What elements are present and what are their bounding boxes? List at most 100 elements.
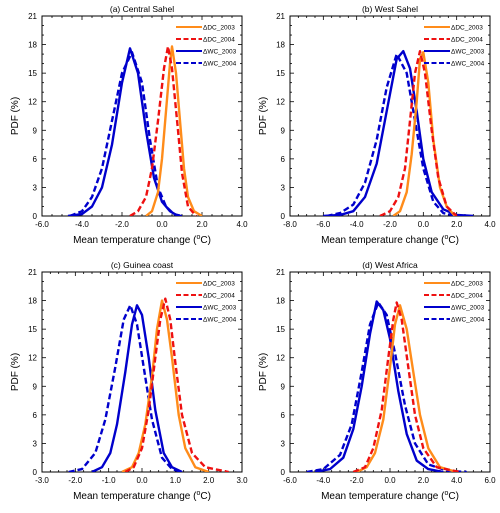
- x-tick-label: -4.0: [316, 476, 330, 485]
- series-line-wc2003: [323, 50, 474, 216]
- x-tick-label: 2.0: [196, 220, 208, 229]
- x-tick-label: 0.0: [156, 220, 168, 229]
- plot-frame: [289, 15, 491, 217]
- panel-title: (a) Central Sahel: [110, 4, 174, 14]
- x-tick-label: 4.0: [236, 220, 248, 229]
- y-axis-label: PDF (%): [10, 97, 21, 135]
- panel-title: (b) West Sahel: [362, 4, 418, 14]
- y-tick-label: 12: [28, 98, 37, 107]
- x-axis-label-unit: C): [448, 491, 459, 502]
- series-line-dc2003: [356, 304, 458, 472]
- x-tick-label: -3.0: [35, 476, 49, 485]
- series-line-dc2004: [352, 301, 461, 472]
- y-tick-label: 18: [28, 297, 37, 306]
- x-axis-label-degree: o: [444, 234, 448, 241]
- legend-label-wc2004: ΔWC_2004: [451, 61, 485, 68]
- x-tick-label: -4.0: [75, 220, 89, 229]
- panel-title: (d) West Africa: [362, 260, 418, 270]
- series-line-dc2003: [392, 51, 456, 216]
- x-axis-label-text: Mean temperature change (: [321, 491, 445, 502]
- x-axis-label-degree: o: [444, 490, 448, 497]
- y-axis-label: PDF (%): [10, 353, 21, 391]
- y-tick-label: 12: [276, 98, 285, 107]
- chart-panel-3: (c) Guinea coast -3.0 -2.0 -1.0 0.0 1.0 2.0 3.0…: [10, 260, 248, 502]
- y-tick-label: 0: [33, 468, 38, 477]
- legend-label-dc2004: ΔDC_2004: [451, 37, 483, 44]
- series-line-dc2004: [124, 297, 229, 472]
- y-tick-label: 6: [33, 411, 38, 420]
- y-tick-label: 3: [281, 183, 286, 192]
- x-axis-label: Mean temperature change (oC): [73, 490, 211, 502]
- chart-panel-4: (d) West Africa -6.0 -4.0 -2.0 0.0 2.0 4.0 6.0 0…: [258, 260, 496, 502]
- legend: ΔDC_2003 ΔDC_2004 ΔWC_2003 ΔWC_2004: [424, 25, 485, 68]
- series-line-wc2003: [91, 304, 183, 472]
- series-group: [323, 50, 474, 216]
- x-tick-label: -8.0: [283, 220, 297, 229]
- legend-label-dc2003: ΔDC_2003: [203, 25, 235, 32]
- x-tick-label: -2.0: [115, 220, 129, 229]
- x-axis-label-text: Mean temperature change (: [73, 491, 197, 502]
- legend-label-dc2003: ΔDC_2003: [203, 281, 235, 288]
- y-tick-label: 18: [276, 297, 285, 306]
- y-tick-label: 21: [28, 268, 37, 277]
- legend-label-dc2004: ΔDC_2004: [203, 293, 235, 300]
- y-tick-label: 0: [33, 212, 38, 221]
- x-tick-label: 2.0: [451, 220, 463, 229]
- x-axis-label: Mean temperature change (oC): [321, 490, 459, 502]
- x-tick-label: 6.0: [484, 476, 496, 485]
- y-tick-label: 9: [33, 126, 38, 135]
- y-axis-label: PDF (%): [258, 97, 269, 135]
- x-axis-label-unit: C): [200, 235, 211, 246]
- x-tick-label: -2.0: [383, 220, 397, 229]
- x-axis-label-text: Mean temperature change (: [73, 235, 197, 246]
- legend-label-wc2003: ΔWC_2003: [203, 49, 237, 56]
- x-tick-label: -4.0: [350, 220, 364, 229]
- y-tick-label: 6: [33, 155, 38, 164]
- x-tick-label: 2.0: [203, 476, 215, 485]
- x-axis-label-degree: o: [196, 234, 200, 241]
- x-tick-label: 0.0: [418, 220, 430, 229]
- x-axis-label: Mean temperature change (oC): [321, 234, 459, 246]
- x-axis-label: Mean temperature change (oC): [73, 234, 211, 246]
- y-tick-label: 3: [281, 439, 286, 448]
- x-tick-label: -2.0: [350, 476, 364, 485]
- series-line-dc2003: [145, 45, 203, 216]
- series-line-dc2003: [121, 299, 210, 472]
- legend-label-wc2003: ΔWC_2003: [451, 305, 485, 312]
- y-tick-label: 15: [276, 69, 285, 78]
- series-line-wc2004: [306, 301, 467, 472]
- y-tick-label: 12: [28, 354, 37, 363]
- y-tick-label: 9: [33, 382, 38, 391]
- y-tick-label: 0: [281, 212, 286, 221]
- legend-label-dc2004: ΔDC_2004: [451, 293, 483, 300]
- x-tick-label: -6.0: [316, 220, 330, 229]
- legend-label-dc2004: ΔDC_2004: [203, 37, 235, 44]
- x-tick-label: 0.0: [384, 476, 396, 485]
- legend-label-dc2003: ΔDC_2003: [451, 25, 483, 32]
- series-group: [68, 297, 229, 472]
- y-tick-label: 15: [276, 325, 285, 334]
- y-tick-label: 0: [281, 468, 286, 477]
- x-tick-label: 4.0: [451, 476, 463, 485]
- x-tick-label: 2.0: [418, 476, 430, 485]
- y-tick-label: 9: [281, 126, 286, 135]
- x-tick-label: -6.0: [35, 220, 49, 229]
- y-tick-label: 3: [33, 439, 38, 448]
- series-line-wc2004: [69, 51, 183, 216]
- legend-label-dc2003: ΔDC_2003: [451, 281, 483, 288]
- panel-title: (c) Guinea coast: [111, 260, 174, 270]
- y-tick-label: 18: [28, 41, 37, 50]
- x-tick-label: -1.0: [102, 476, 116, 485]
- legend: ΔDC_2003 ΔDC_2004 ΔWC_2003 ΔWC_2004: [176, 25, 237, 68]
- y-tick-label: 6: [281, 411, 286, 420]
- series-line-dc2004: [379, 50, 458, 216]
- plot-frame: [41, 15, 243, 217]
- y-tick-label: 12: [276, 354, 285, 363]
- y-tick-label: 15: [28, 69, 37, 78]
- x-axis-label-degree: o: [196, 490, 200, 497]
- series-group: [67, 45, 203, 216]
- series-line-wc2004: [326, 52, 457, 216]
- series-line-dc2004: [129, 45, 197, 216]
- y-tick-label: 21: [28, 12, 37, 21]
